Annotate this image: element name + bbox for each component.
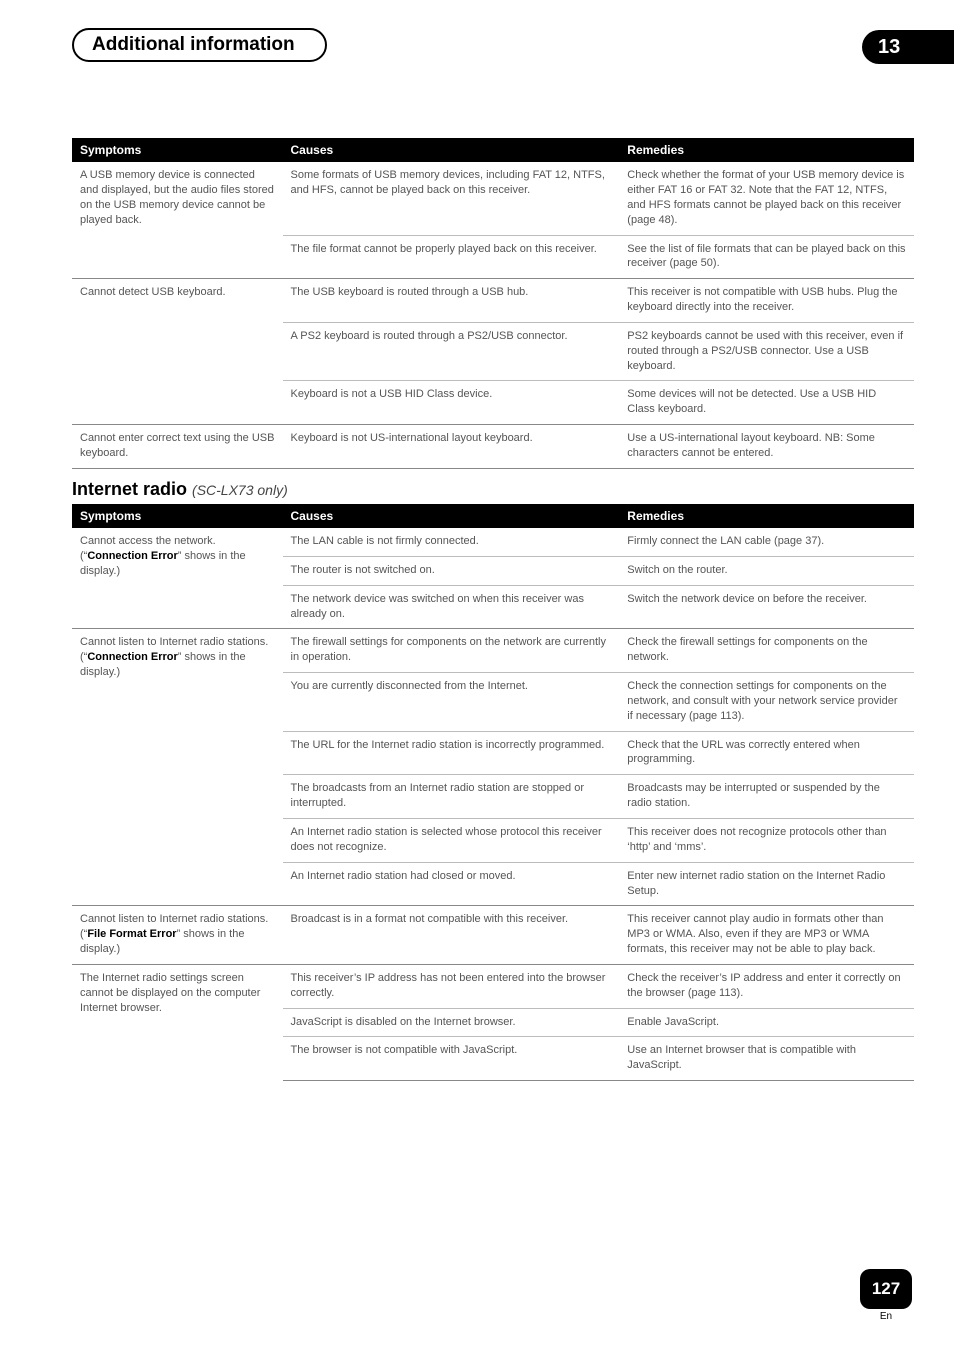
cause-cell: Some formats of USB memory devices, incl… bbox=[283, 162, 620, 235]
remedy-cell: Enter new internet radio station on the … bbox=[619, 862, 914, 906]
remedy-cell: Use an Internet browser that is compatib… bbox=[619, 1037, 914, 1081]
table-row: Cannot listen to Internet radio stations… bbox=[72, 629, 914, 673]
cause-cell: Keyboard is not US-international layout … bbox=[283, 425, 620, 469]
symptom-bold: Connection Error bbox=[87, 550, 177, 562]
symptom-cell: Cannot access the network. (“Connection … bbox=[72, 528, 283, 629]
col-header-causes: Causes bbox=[283, 504, 620, 528]
page-number: 127 bbox=[872, 1279, 900, 1299]
remedy-cell: Enable JavaScript. bbox=[619, 1008, 914, 1037]
symptom-cell: Cannot listen to Internet radio stations… bbox=[72, 906, 283, 965]
remedy-cell: Check the receiver’s IP address and ente… bbox=[619, 964, 914, 1008]
symptom-cell: Cannot listen to Internet radio stations… bbox=[72, 629, 283, 906]
cause-cell: An Internet radio station is selected wh… bbox=[283, 819, 620, 863]
remedy-cell: Use a US-international layout keyboard. … bbox=[619, 425, 914, 469]
table-row: Cannot access the network. (“Connection … bbox=[72, 528, 914, 556]
remedy-cell: Check the connection settings for compon… bbox=[619, 673, 914, 732]
table-row: Cannot listen to Internet radio stations… bbox=[72, 906, 914, 965]
remedy-cell: Some devices will not be detected. Use a… bbox=[619, 381, 914, 425]
cause-cell: The router is not switched on. bbox=[283, 556, 620, 585]
symptom-cell: Cannot enter correct text using the USB … bbox=[72, 425, 283, 469]
symptom-cell: A USB memory device is connected and dis… bbox=[72, 162, 283, 279]
troubleshooting-table-usb: Symptoms Causes Remedies A USB memory de… bbox=[72, 138, 914, 469]
table-row: Cannot detect USB keyboard. The USB keyb… bbox=[72, 279, 914, 323]
page-footer: 127 En bbox=[860, 1269, 912, 1322]
cause-cell: JavaScript is disabled on the Internet b… bbox=[283, 1008, 620, 1037]
symptom-text: Cannot access the network. bbox=[80, 535, 216, 547]
cause-cell: The broadcasts from an Internet radio st… bbox=[283, 775, 620, 819]
table-row: The Internet radio settings screen canno… bbox=[72, 964, 914, 1008]
remedy-cell: Firmly connect the LAN cable (page 37). bbox=[619, 528, 914, 556]
symptom-bold: Connection Error bbox=[87, 651, 177, 663]
symptom-text: Cannot listen to Internet radio stations… bbox=[80, 636, 268, 648]
chapter-number-badge: 13 bbox=[862, 30, 954, 64]
remedy-cell: Check the firewall settings for componen… bbox=[619, 629, 914, 673]
cause-cell: A PS2 keyboard is routed through a PS2/U… bbox=[283, 322, 620, 381]
symptom-cell: The Internet radio settings screen canno… bbox=[72, 964, 283, 1080]
table-row: Cannot enter correct text using the USB … bbox=[72, 425, 914, 469]
troubleshooting-table-internet-radio: Symptoms Causes Remedies Cannot access t… bbox=[72, 504, 914, 1081]
cause-cell: The LAN cable is not firmly connected. bbox=[283, 528, 620, 556]
page-language: En bbox=[860, 1311, 912, 1322]
section-heading-title: Internet radio bbox=[72, 479, 187, 499]
remedy-cell: This receiver is not compatible with USB… bbox=[619, 279, 914, 323]
remedy-cell: This receiver cannot play audio in forma… bbox=[619, 906, 914, 965]
cause-cell: Broadcast is in a format not compatible … bbox=[283, 906, 620, 965]
chapter-title: Additional information bbox=[92, 34, 295, 56]
cause-cell: The browser is not compatible with JavaS… bbox=[283, 1037, 620, 1081]
col-header-remedies: Remedies bbox=[619, 504, 914, 528]
cause-cell: The network device was switched on when … bbox=[283, 585, 620, 629]
symptom-cell: Cannot detect USB keyboard. bbox=[72, 279, 283, 425]
col-header-symptoms: Symptoms bbox=[72, 138, 283, 162]
remedy-cell: Broadcasts may be interrupted or suspend… bbox=[619, 775, 914, 819]
page-number-badge: 127 bbox=[860, 1269, 912, 1309]
section-heading-sub: (SC-LX73 only) bbox=[192, 482, 288, 498]
cause-cell: An Internet radio station had closed or … bbox=[283, 862, 620, 906]
remedy-cell: Switch on the router. bbox=[619, 556, 914, 585]
cause-cell: This receiver’s IP address has not been … bbox=[283, 964, 620, 1008]
chapter-title-pill: Additional information bbox=[72, 28, 327, 62]
table-row: A USB memory device is connected and dis… bbox=[72, 162, 914, 235]
remedy-cell: Switch the network device on before the … bbox=[619, 585, 914, 629]
section-heading: Internet radio (SC-LX73 only) bbox=[72, 479, 914, 500]
cause-cell: You are currently disconnected from the … bbox=[283, 673, 620, 732]
cause-cell: The URL for the Internet radio station i… bbox=[283, 731, 620, 775]
col-header-remedies: Remedies bbox=[619, 138, 914, 162]
remedy-cell: See the list of file formats that can be… bbox=[619, 235, 914, 279]
col-header-symptoms: Symptoms bbox=[72, 504, 283, 528]
chapter-number: 13 bbox=[878, 36, 900, 59]
cause-cell: The USB keyboard is routed through a USB… bbox=[283, 279, 620, 323]
col-header-causes: Causes bbox=[283, 138, 620, 162]
remedy-cell: Check that the URL was correctly entered… bbox=[619, 731, 914, 775]
remedy-cell: PS2 keyboards cannot be used with this r… bbox=[619, 322, 914, 381]
symptom-bold: File Format Error bbox=[87, 928, 176, 940]
cause-cell: The firewall settings for components on … bbox=[283, 629, 620, 673]
remedy-cell: This receiver does not recognize protoco… bbox=[619, 819, 914, 863]
remedy-cell: Check whether the format of your USB mem… bbox=[619, 162, 914, 235]
cause-cell: Keyboard is not a USB HID Class device. bbox=[283, 381, 620, 425]
cause-cell: The file format cannot be properly playe… bbox=[283, 235, 620, 279]
